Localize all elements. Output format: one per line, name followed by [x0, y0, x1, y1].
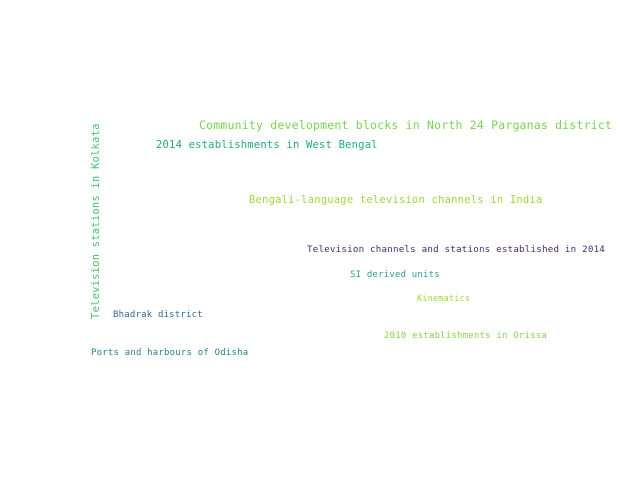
word-community-development-blocks: Community development blocks in North 24…: [199, 118, 613, 132]
word-2014-establishments-west-bengal: 2014 establishments in West Bengal: [156, 139, 378, 151]
word-tv-channels-established-2014: Television channels and stations establi…: [307, 244, 606, 255]
word-ports-harbours-odisha: Ports and harbours of Odisha: [91, 348, 249, 358]
word-kinematics: Kinematics: [417, 294, 471, 304]
word-television-stations-kolkata: Television stations in Kolkata: [90, 123, 102, 319]
word-bhadrak-district: Bhadrak district: [113, 310, 203, 320]
word-2010-establishments-orissa: 2010 establishments in Orissa: [384, 331, 547, 341]
word-bengali-language-tv-channels: Bengali-language television channels in …: [249, 194, 543, 206]
word-si-derived-units: SI derived units: [350, 270, 440, 280]
